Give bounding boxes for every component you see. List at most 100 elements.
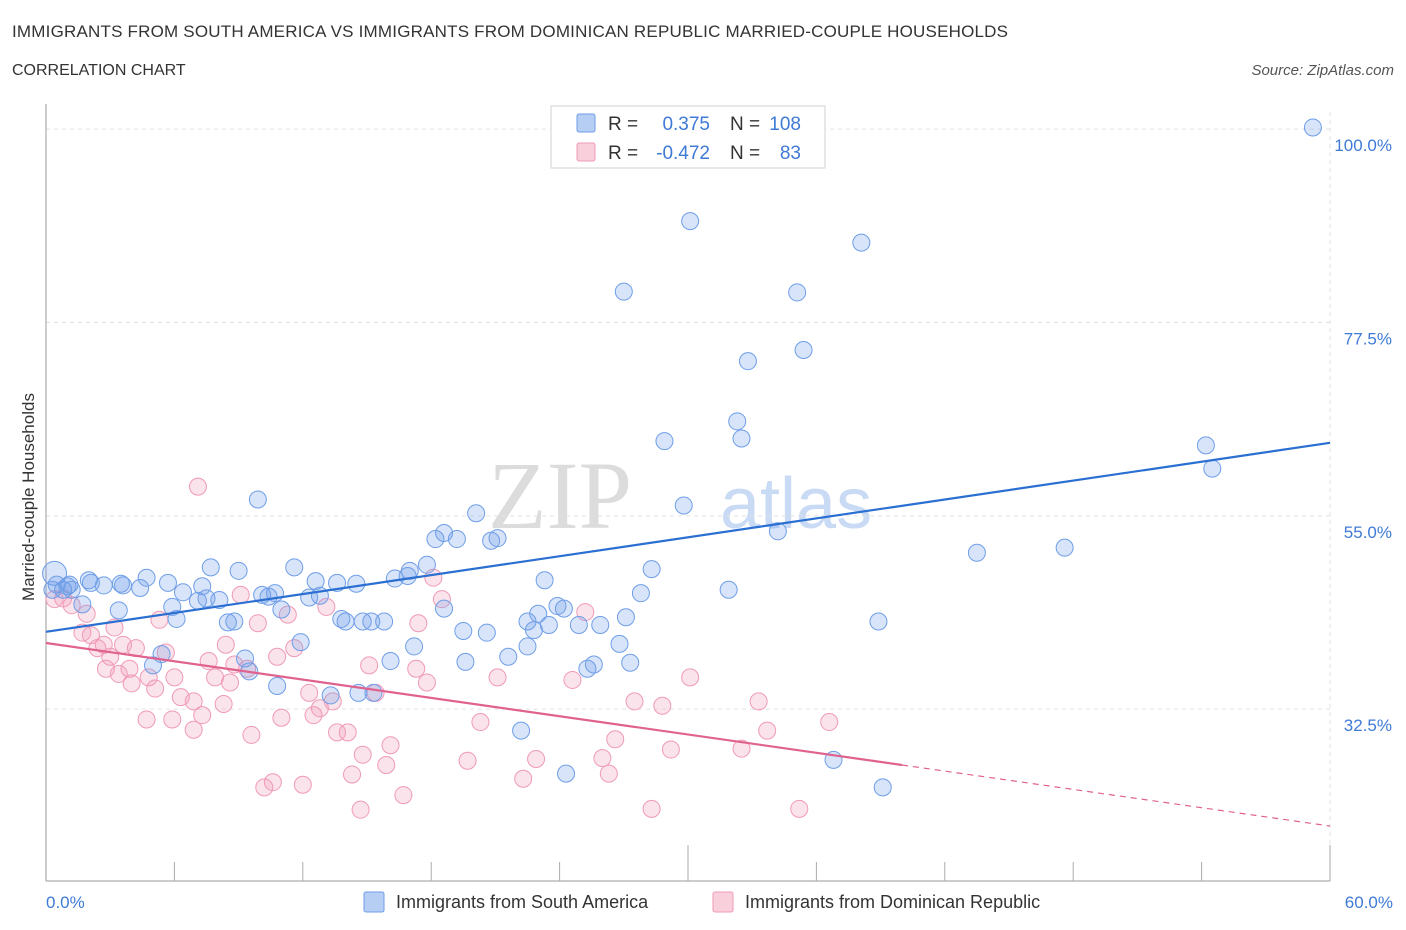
point-south-america — [272, 600, 291, 619]
stats-r-label-blue: R = — [608, 114, 638, 135]
point-dominican-republic — [353, 745, 372, 764]
point-dominican-republic — [221, 673, 240, 692]
point-dominican-republic — [77, 604, 96, 623]
point-south-america — [869, 612, 888, 631]
point-dominican-republic — [661, 740, 680, 759]
chart-title: IMMIGRANTS FROM SOUTH AMERICA VS IMMIGRA… — [12, 22, 1009, 41]
legend-label-dominican-republic: Immigrants from Dominican Republic — [745, 892, 1040, 912]
y-tick-label: 32.5% — [1344, 716, 1392, 735]
point-south-america — [285, 558, 304, 577]
point-dominican-republic — [242, 725, 261, 744]
point-dominican-republic — [749, 692, 768, 711]
point-dominican-republic — [263, 773, 282, 792]
point-dominican-republic — [653, 696, 672, 715]
stats-legend-swatch-blue — [576, 113, 596, 133]
x-tick-label: 0.0% — [46, 893, 85, 912]
point-south-america — [291, 633, 310, 652]
point-dominican-republic — [527, 749, 546, 768]
point-south-america — [193, 577, 212, 596]
point-south-america — [655, 432, 674, 451]
y-tick-label: 55.0% — [1344, 523, 1392, 542]
point-dominican-republic — [407, 659, 426, 678]
south-america-points — [42, 118, 1322, 797]
point-dominican-republic — [184, 720, 203, 739]
point-south-america — [405, 637, 424, 656]
point-south-america — [642, 560, 661, 579]
stats-legend-box — [550, 105, 826, 169]
stats-legend-swatch-pink — [576, 142, 596, 162]
axes — [45, 104, 1331, 882]
point-dominican-republic — [272, 708, 291, 727]
point-south-america — [535, 571, 554, 590]
point-south-america — [447, 530, 466, 549]
point-south-america — [467, 504, 486, 523]
point-dominican-republic — [820, 713, 839, 732]
point-south-america — [852, 233, 871, 252]
point-dominican-republic — [351, 800, 370, 819]
point-south-america — [631, 584, 650, 603]
point-south-america — [728, 412, 747, 431]
watermark-zip: ZIP — [488, 442, 632, 549]
point-south-america — [539, 615, 558, 634]
point-south-america — [268, 676, 287, 695]
point-south-america — [732, 429, 751, 448]
point-dominican-republic — [681, 668, 700, 687]
point-south-america — [616, 608, 635, 627]
point-south-america — [321, 686, 340, 705]
point-south-america — [42, 560, 68, 586]
point-dominican-republic — [137, 710, 156, 729]
point-dominican-republic — [293, 775, 312, 794]
point-south-america — [554, 599, 573, 618]
point-dominican-republic — [120, 659, 139, 678]
point-dominican-republic — [458, 751, 477, 770]
point-dominican-republic — [606, 730, 625, 749]
point-south-america — [381, 652, 400, 671]
point-south-america — [738, 352, 757, 371]
legend-swatch-south-america — [363, 891, 385, 913]
point-dominican-republic — [268, 647, 287, 666]
stats-legend: R = 0.375 N = 108 R = -0.472 N = 83 — [550, 105, 826, 169]
point-south-america — [681, 212, 700, 231]
stats-n-value-pink: 83 — [780, 143, 801, 164]
legend-label-south-america: Immigrants from South America — [396, 892, 649, 912]
point-dominican-republic — [163, 710, 182, 729]
point-south-america — [512, 721, 531, 740]
point-south-america — [375, 612, 394, 631]
point-south-america — [488, 529, 507, 548]
point-south-america — [967, 543, 986, 562]
point-dominican-republic — [732, 739, 751, 758]
stats-n-label-blue: N = — [730, 114, 760, 135]
point-dominican-republic — [216, 635, 235, 654]
point-dominican-republic — [471, 713, 490, 732]
point-dominican-republic — [165, 668, 184, 687]
legend-swatch-dominican-republic — [712, 891, 734, 913]
point-south-america — [621, 653, 640, 672]
point-dominican-republic — [417, 673, 436, 692]
trend-lines — [45, 441, 1331, 827]
point-dominican-republic — [214, 695, 233, 714]
point-south-america — [163, 597, 182, 616]
point-dominican-republic — [188, 477, 207, 496]
y-tick-label: 100.0% — [1334, 136, 1392, 155]
point-dominican-republic — [488, 668, 507, 687]
point-south-america — [364, 683, 383, 702]
point-south-america — [1055, 538, 1074, 557]
point-south-america — [794, 341, 813, 360]
point-dominican-republic — [193, 706, 212, 725]
point-south-america — [454, 621, 473, 640]
point-south-america — [248, 490, 267, 509]
point-south-america — [210, 591, 229, 610]
point-south-america — [109, 601, 128, 620]
point-dominican-republic — [593, 749, 612, 768]
point-south-america — [435, 599, 454, 618]
point-south-america — [347, 574, 366, 593]
point-south-america — [529, 604, 548, 623]
point-south-america — [218, 613, 237, 632]
point-dominican-republic — [360, 656, 379, 675]
point-dominican-republic — [409, 614, 428, 633]
point-dominican-republic — [328, 723, 347, 742]
point-south-america — [131, 579, 150, 598]
point-dominican-republic — [184, 692, 203, 711]
point-dominican-republic — [206, 668, 225, 687]
